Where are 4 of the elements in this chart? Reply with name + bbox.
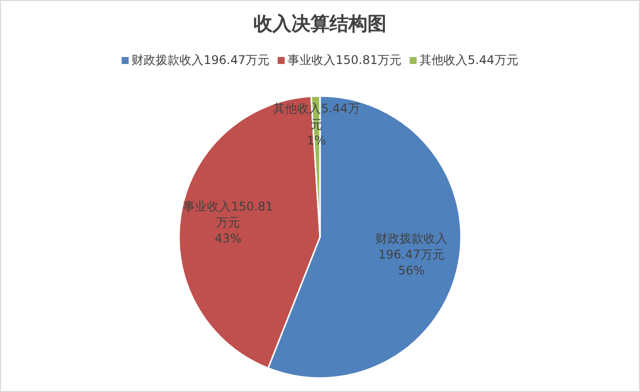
title: 收入决算结构图 [254, 13, 386, 35]
legend-label: 事业收入150.81万元 [288, 53, 402, 67]
legend-label: 其他收入5.44万元 [420, 53, 518, 67]
legend-label: 财政拨款收入196.47万元 [132, 53, 270, 67]
